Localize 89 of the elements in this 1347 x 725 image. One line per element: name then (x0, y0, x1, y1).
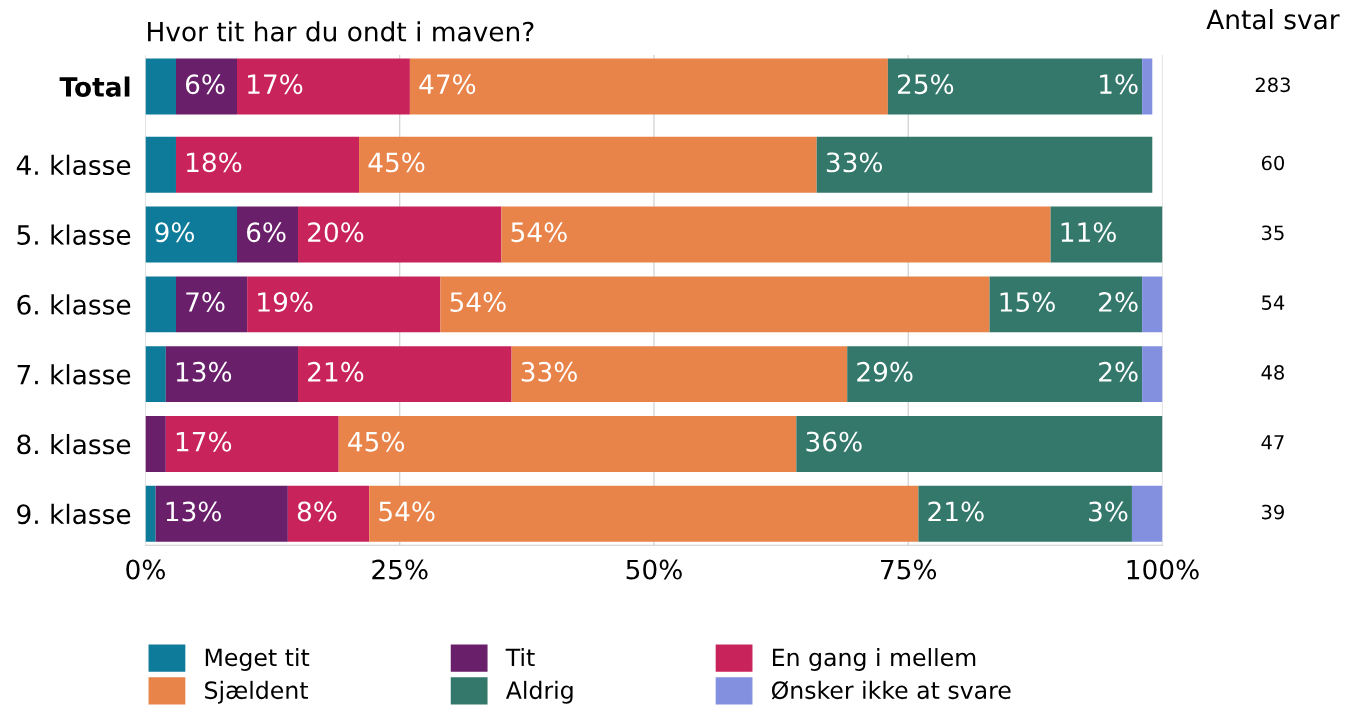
y-tick-label: Total (59, 76, 130, 97)
bar (440, 276, 990, 333)
data-label: 29% (857, 361, 913, 382)
data-label: 13% (176, 361, 232, 382)
data-label: 9% (155, 222, 195, 243)
bar (175, 276, 248, 333)
bar (796, 416, 1163, 472)
bar (145, 485, 156, 542)
y-tick-label: 6. klasse (17, 294, 131, 315)
bar (145, 416, 166, 472)
bar (165, 346, 299, 403)
data-label: 47% (419, 74, 476, 95)
data-label: 6% (246, 222, 286, 243)
bar (1142, 346, 1163, 403)
bar (145, 346, 166, 403)
bar (369, 485, 919, 542)
legend-label: Sjældent (205, 680, 308, 704)
data-label: 21% (928, 501, 984, 522)
data-label: 17% (248, 74, 303, 95)
data-label: 54% (379, 501, 435, 522)
data-label: 20% (308, 222, 364, 243)
data-label: 8% (297, 501, 337, 522)
data-label: 33% (826, 152, 883, 173)
data-label: 54% (511, 222, 567, 243)
text: Antal svar (1206, 8, 1340, 30)
x-tick-label: 0% (126, 559, 165, 580)
data-label: 13% (166, 501, 221, 522)
bar (298, 206, 502, 263)
bar (247, 276, 441, 333)
legend-label: Aldrig (505, 680, 573, 704)
legend-label: En gang i mellem (772, 648, 976, 671)
text: 283 (1255, 77, 1290, 93)
chart-title: Hvor tit har du ondt i maven? (148, 21, 534, 42)
data-label: 33% (521, 361, 577, 382)
data-label: 21% (308, 361, 364, 382)
y-tick-label: 9. klasse (17, 503, 131, 525)
bar (165, 416, 339, 472)
x-tick-label: 25% (372, 559, 428, 580)
data-label: 19% (258, 292, 313, 312)
data-label: 45% (368, 152, 425, 173)
data-label: 18% (187, 152, 242, 173)
bar (145, 206, 237, 263)
legend-label: Meget tit (205, 648, 310, 671)
bar (175, 136, 360, 193)
text: 39 (1262, 504, 1284, 520)
bar (338, 416, 797, 472)
text: 48 (1261, 365, 1284, 380)
bar (511, 346, 848, 403)
bar (145, 136, 176, 193)
y-tick-label: 5. klasse (17, 224, 131, 245)
bar (145, 276, 176, 333)
bar (989, 276, 1143, 333)
x-tick-label: 75% (881, 559, 937, 580)
text: 54 (1262, 295, 1285, 310)
bar (359, 136, 817, 193)
bar (237, 206, 299, 263)
data-label: 6% (185, 74, 225, 95)
bar (816, 136, 1153, 193)
data-label: 45% (348, 431, 405, 452)
text: 47 (1261, 435, 1284, 450)
data-label: 17% (176, 431, 232, 452)
bar (1050, 206, 1163, 263)
data-label: 15% (1000, 292, 1055, 312)
data-label: 2% (1099, 292, 1138, 312)
bar (155, 485, 288, 542)
bar (287, 485, 370, 542)
bar (918, 485, 1132, 542)
data-label: 54% (450, 292, 506, 312)
data-label: 2% (1099, 361, 1138, 382)
legend-label: Tit (505, 648, 535, 666)
text: 35 (1262, 225, 1284, 241)
legend-label: Ønsker ikke at svare (771, 680, 1011, 700)
bar (1142, 276, 1163, 333)
x-tick-label: 50% (626, 559, 682, 580)
y-tick-label: 4. klasse (16, 154, 131, 176)
bar (847, 346, 1143, 403)
data-label: 7% (186, 292, 225, 312)
y-tick-label: 7. klasse (17, 364, 131, 385)
bar (1131, 485, 1163, 542)
data-label: 3% (1089, 501, 1128, 522)
data-label: 11% (1061, 222, 1116, 243)
y-tick-label: 8. klasse (17, 433, 131, 455)
data-label: 36% (806, 431, 862, 452)
text: 60 (1261, 155, 1284, 171)
bar (501, 206, 1051, 263)
data-label: 1% (1100, 74, 1138, 95)
x-tick-label: 100% (1127, 559, 1199, 580)
bar (298, 346, 512, 403)
data-label: 25% (897, 74, 954, 95)
